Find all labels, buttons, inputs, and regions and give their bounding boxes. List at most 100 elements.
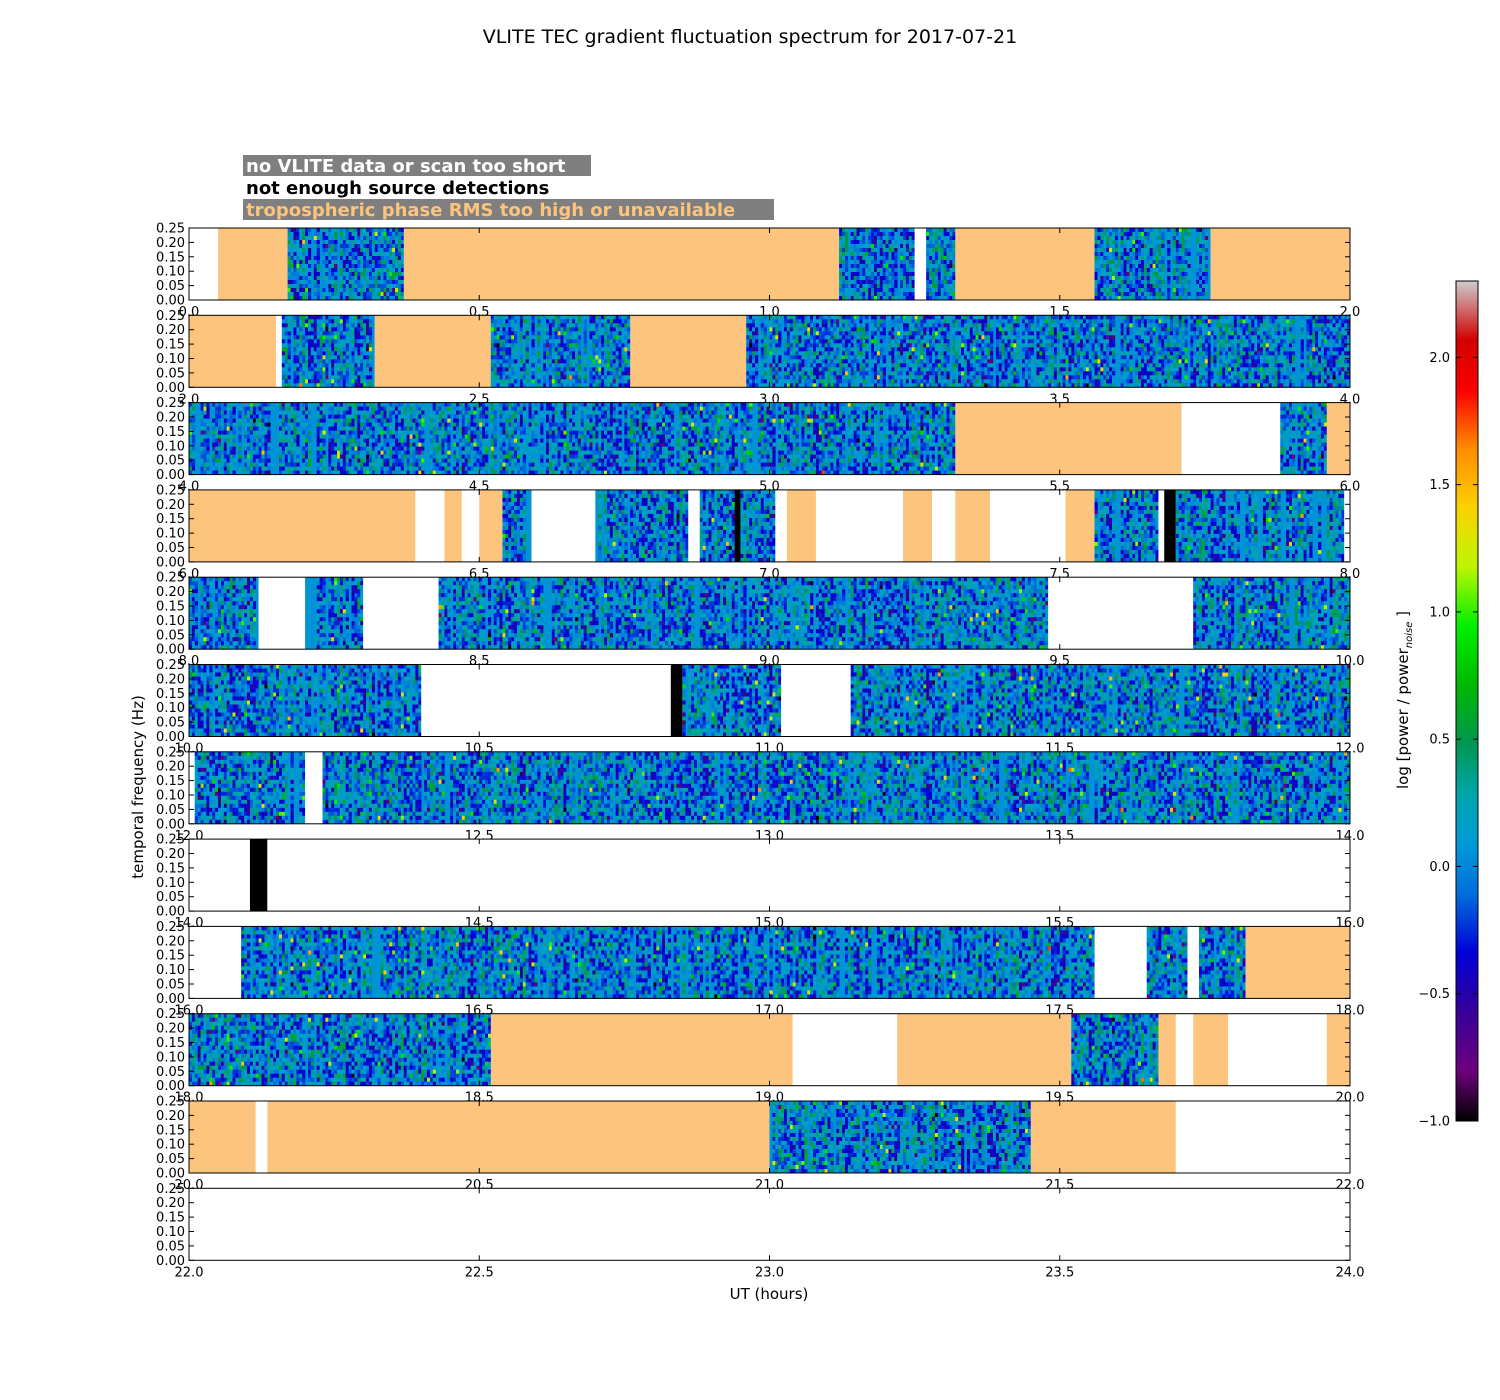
segment-trop [444,490,461,562]
y-tick-label: 0.10 [156,439,185,454]
y-tick-label: 0.20 [156,1109,185,1124]
y-tick-label: 0.05 [156,978,185,993]
segment-data [1147,926,1188,998]
legend-label-2: tropospheric phase RMS too high or unava… [246,200,735,221]
y-tick-label: 0.15 [156,250,185,265]
segment-data [1199,926,1246,998]
x-tick-label: 23.0 [755,1265,784,1280]
colorbar-tick-label: 1.5 [1429,478,1450,493]
x-tick-label: 23.5 [1045,1265,1074,1280]
y-tick-label: 0.05 [156,1239,185,1254]
segment-nodet [250,839,267,911]
segment-data [305,577,363,649]
y-tick-label: 0.20 [156,236,185,251]
y-tick-label: 0.15 [156,774,185,789]
segment-data [323,752,1351,824]
y-tick-label: 0.20 [156,1196,185,1211]
segment-none [1228,1014,1327,1086]
segment-trop [955,403,1181,475]
y-tick-label: 0.15 [156,512,185,527]
legend-label-0: no VLITE data or scan too short [246,156,566,177]
segment-none [932,490,955,562]
y-tick-label: 0.05 [156,366,185,381]
y-tick-label: 0.25 [156,222,185,237]
y-tick-label: 0.20 [156,323,185,338]
segment-data [770,1101,1032,1173]
y-tick-label: 0.20 [156,847,185,862]
colorbar-label: log [power / powernoise ] [1394,611,1415,789]
legend-label-1: not enough source detections [246,178,549,199]
chart-title: VLITE TEC gradient fluctuation spectrum … [483,26,1017,48]
segment-none [421,665,671,737]
y-tick-label: 0.25 [156,745,185,760]
y-tick-label: 0.05 [156,454,185,469]
y-tick-label: 0.05 [156,279,185,294]
colorbar-tick-label: −0.5 [1418,987,1450,1002]
segment-none [688,490,700,562]
segment-none [816,490,903,562]
y-tick-label: 0.15 [156,687,185,702]
segment-data [682,665,781,737]
colorbar-gradient [1456,281,1478,1121]
segment-none [189,926,241,998]
x-tick-label: 22.5 [465,1265,494,1280]
segment-none [189,752,195,824]
segment-none [462,490,479,562]
segment-none [256,1101,268,1173]
segment-none [415,490,444,562]
segment-none [793,1014,897,1086]
segment-trop [218,228,288,300]
y-tick-label: 0.25 [156,571,185,586]
panel-2: 0.000.050.100.150.200.254.0 4.5 5.0 5.5 6.0 [156,396,1360,495]
segment-trop [1211,228,1350,300]
y-tick-label: 0.05 [156,716,185,731]
segment-none [775,490,787,562]
segment-data [1176,490,1345,562]
segment-nodet [735,490,741,562]
y-tick-label: 0.20 [156,934,185,949]
y-tick-label: 0.25 [156,1182,185,1197]
segment-none [1344,490,1350,562]
y-tick-label: 0.05 [156,628,185,643]
segment-nodet [1164,490,1176,562]
segment-trop [955,228,1094,300]
segment-data [700,490,735,562]
y-tick-label: 0.05 [156,1152,185,1167]
y-tick-label: 0.10 [156,876,185,891]
y-tick-label: 0.10 [156,701,185,716]
segment-none [990,490,1065,562]
segment-trop [1193,1014,1228,1086]
colorbar-tick-label: 0.0 [1429,860,1450,875]
colorbar-tick-label: −1.0 [1418,1115,1450,1130]
segment-none [1182,403,1281,475]
segment-none [363,577,438,649]
y-tick-label: 0.15 [156,338,185,353]
y-tick-label: 0.25 [156,1095,185,1110]
segment-none [1095,926,1147,998]
colorbar-tick-label: 2.0 [1429,351,1450,366]
segment-data [746,315,1350,387]
segment-none [189,839,250,911]
y-tick-label: 0.15 [156,600,185,615]
y-tick-label: 0.10 [156,527,185,542]
y-tick-label: 0.15 [156,1123,185,1138]
segment-trop [404,228,839,300]
segment-data [740,490,775,562]
segment-none [259,577,305,649]
y-tick-label: 0.15 [156,425,185,440]
segment-none [531,490,595,562]
y-tick-label: 0.10 [156,1050,185,1065]
segment-trop [375,315,491,387]
segment-data [926,228,955,300]
segment-trop [1158,1014,1175,1086]
y-tick-label: 0.10 [156,352,185,367]
segment-none [1187,926,1199,998]
segment-data [439,577,1049,649]
